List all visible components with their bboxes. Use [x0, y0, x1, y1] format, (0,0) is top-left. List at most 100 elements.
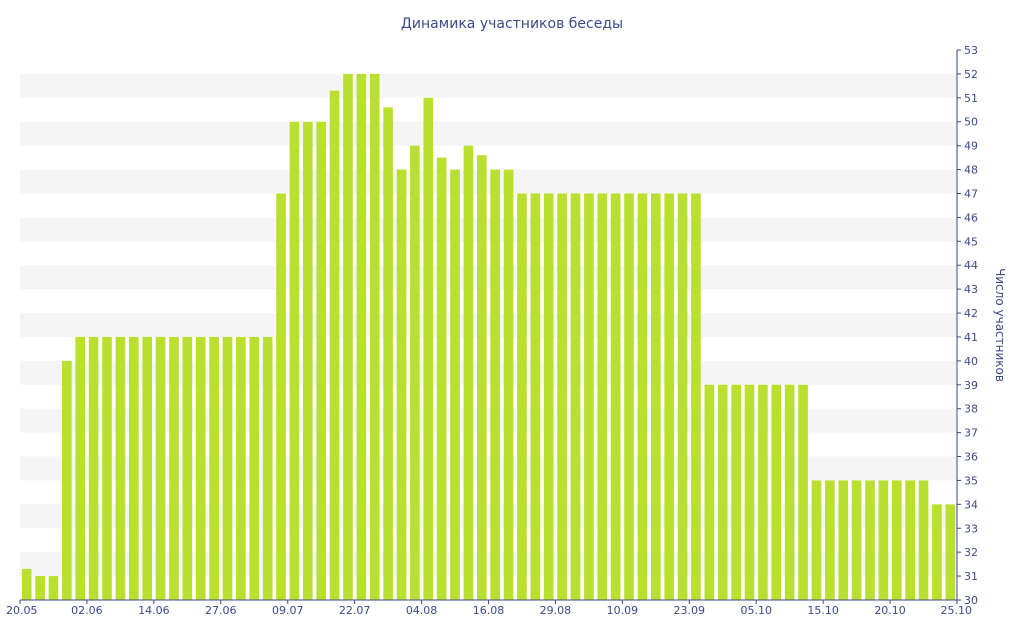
bar	[302, 121, 313, 600]
y-tick-label: 48	[964, 164, 978, 177]
y-tick-label: 39	[964, 379, 978, 392]
bar	[664, 193, 675, 600]
bar	[731, 384, 741, 600]
bar	[503, 169, 514, 600]
bar	[182, 336, 193, 600]
x-tick-label: 05.10	[740, 604, 772, 617]
bar	[624, 193, 634, 600]
y-tick-label: 47	[964, 187, 978, 200]
y-tick-label: 52	[964, 68, 978, 81]
bar	[570, 193, 581, 600]
bar	[423, 97, 434, 601]
y-tick-label: 41	[964, 331, 978, 344]
y-tick-label: 32	[964, 546, 978, 559]
bar	[758, 384, 768, 600]
grid-bands	[20, 73, 957, 577]
bar	[195, 336, 206, 600]
y-tick-label: 33	[964, 522, 978, 535]
bar	[222, 336, 233, 600]
bar	[838, 480, 849, 600]
bar	[610, 193, 621, 600]
bar	[717, 384, 728, 600]
x-tick-label: 16.08	[473, 604, 505, 617]
bar	[744, 384, 755, 600]
y-tick-label: 36	[964, 451, 978, 464]
x-tick-label: 15.10	[807, 604, 839, 617]
bar	[891, 480, 902, 600]
bar	[396, 169, 407, 600]
grid-band	[20, 265, 957, 290]
bar	[356, 73, 367, 601]
bar	[851, 480, 862, 600]
y-axis-ticks: 30 31 32 33 34 35 36 37 38 39 40 41 42 43 44 45 46 47 48 49…	[957, 44, 978, 607]
bar	[637, 193, 648, 600]
bar	[490, 169, 501, 600]
x-tick-label: 14.06	[138, 604, 170, 617]
y-tick-label: 31	[964, 570, 978, 583]
grid-band	[20, 217, 957, 242]
bar	[918, 480, 929, 600]
bar	[825, 480, 835, 600]
y-axis-label: Число участников	[993, 268, 1007, 382]
grid-band	[20, 121, 957, 146]
bar	[557, 193, 567, 600]
bar	[169, 336, 179, 600]
bar	[945, 504, 956, 600]
bar	[128, 336, 139, 600]
x-tick-label: 23.09	[674, 604, 706, 617]
y-tick-label: 53	[964, 44, 978, 57]
x-tick-label: 09.07	[272, 604, 304, 617]
bar	[369, 73, 380, 601]
bar	[530, 193, 541, 600]
bar	[249, 336, 260, 600]
x-tick-label: 04.08	[406, 604, 438, 617]
bar	[329, 90, 340, 601]
x-tick-label: 10.09	[607, 604, 639, 617]
x-tick-label: 02.06	[71, 604, 103, 617]
bar	[236, 336, 246, 600]
bar	[543, 193, 554, 600]
bar	[463, 145, 474, 601]
bar	[584, 193, 594, 600]
grid-band	[20, 169, 957, 194]
bar	[651, 193, 661, 600]
bar	[88, 336, 99, 600]
bar	[21, 568, 32, 600]
bar	[316, 121, 326, 600]
y-tick-label: 43	[964, 283, 978, 296]
bar	[704, 384, 715, 600]
y-tick-label: 42	[964, 307, 978, 320]
bar	[155, 336, 166, 600]
bar	[811, 480, 822, 600]
bar	[517, 193, 527, 600]
y-tick-label: 44	[964, 259, 978, 272]
x-axis-ticks: 20.05 02.06 14.06 27.06 09.07 22.07 04.08 16.08…	[6, 600, 972, 617]
bar	[343, 73, 353, 601]
bar	[905, 480, 915, 600]
y-tick-label: 51	[964, 92, 978, 105]
bar	[677, 193, 688, 600]
bar	[115, 336, 126, 600]
bar	[932, 504, 942, 600]
y-tick-label: 34	[964, 498, 978, 511]
bar	[691, 193, 701, 600]
bar	[262, 336, 273, 600]
x-tick-label: 20.10	[874, 604, 906, 617]
y-tick-label: 38	[964, 403, 978, 416]
bars	[21, 73, 956, 601]
x-tick-label: 25.10	[941, 604, 973, 617]
bar	[771, 384, 782, 600]
bar	[209, 336, 219, 600]
y-tick-label: 46	[964, 211, 978, 224]
bar	[383, 107, 393, 601]
grid-band	[20, 313, 957, 337]
bar	[48, 576, 59, 600]
bar	[798, 384, 808, 600]
bar	[597, 193, 608, 600]
y-tick-label: 50	[964, 116, 978, 129]
bar	[410, 145, 420, 601]
bar	[142, 336, 152, 600]
bar	[289, 121, 300, 600]
bar	[75, 336, 86, 600]
